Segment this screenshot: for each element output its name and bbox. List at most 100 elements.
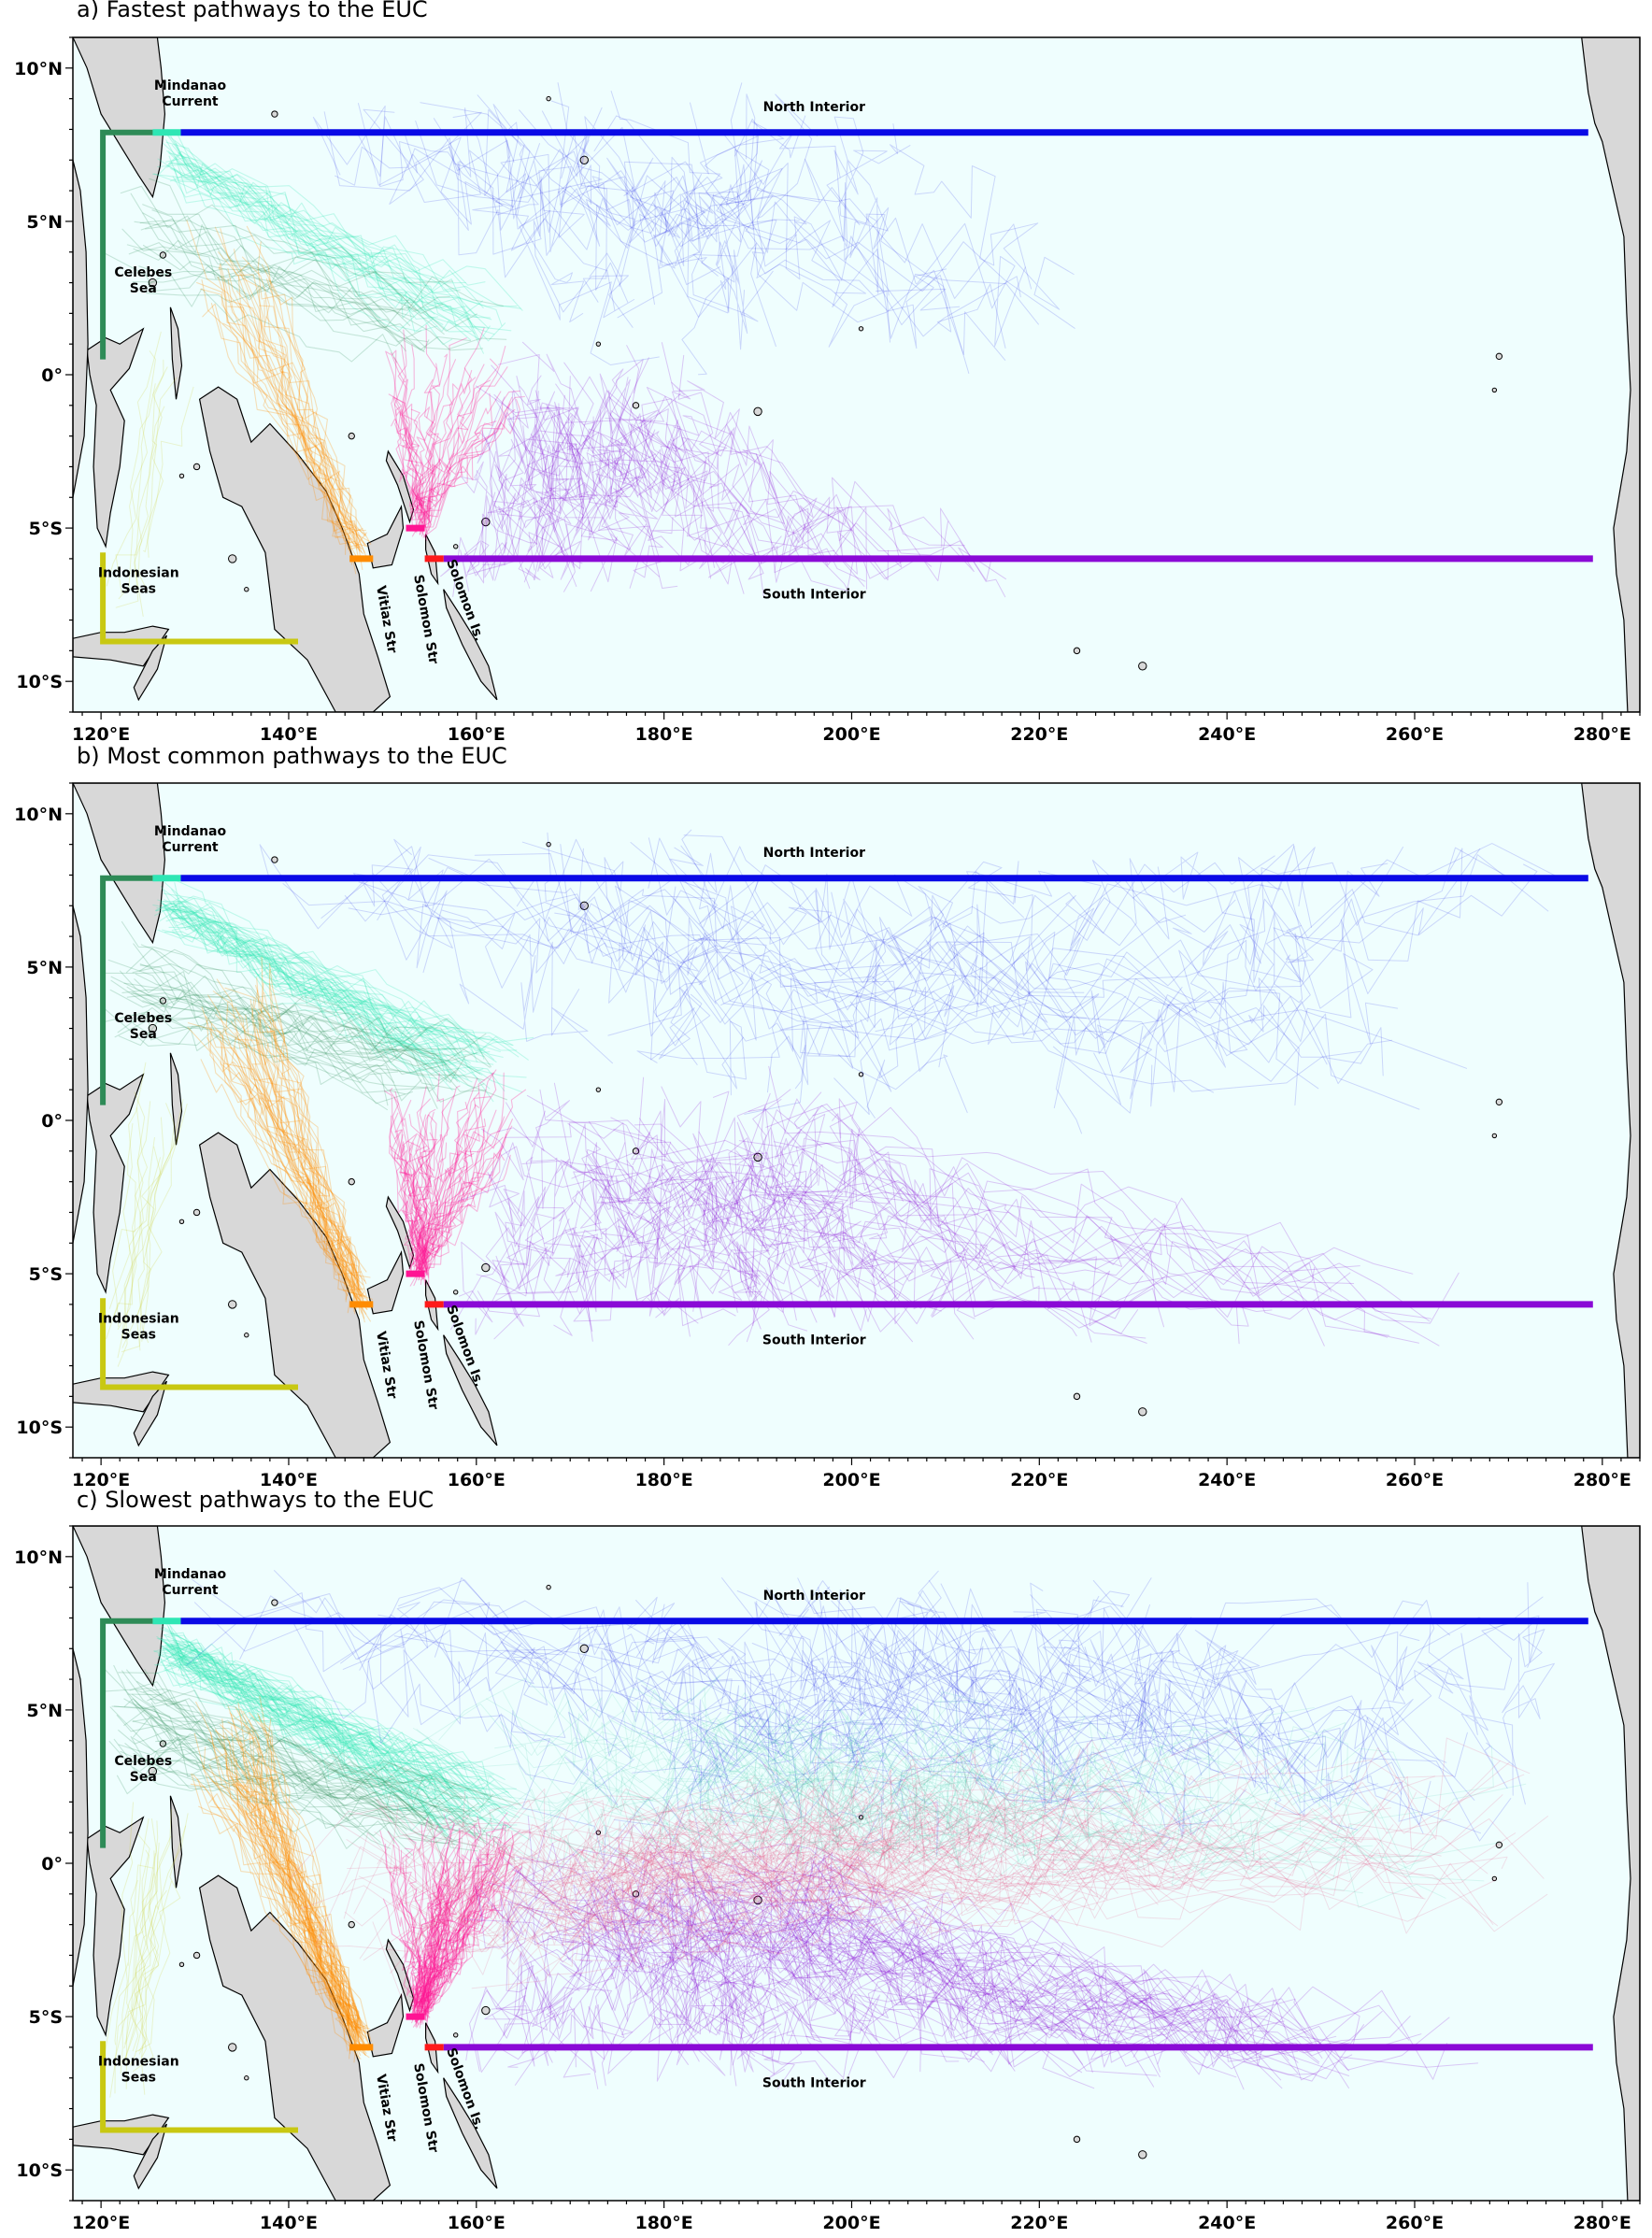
- trajectory-line: [286, 1747, 979, 1883]
- trajectory-line: [478, 1766, 1227, 1865]
- trajectory-line: [191, 1578, 1094, 1803]
- trajectory-line: [416, 1710, 1363, 1843]
- trajectory-line: [118, 331, 162, 600]
- trajectory-line: [400, 403, 425, 520]
- trajectory-line: [174, 178, 472, 333]
- trajectory-line: [186, 1593, 1220, 1774]
- trajectory-line: [227, 278, 363, 550]
- trajectory-line: [511, 398, 681, 561]
- trajectory-line: [389, 1115, 421, 1262]
- trajectory-line: [240, 1708, 364, 2046]
- trajectory-line: [554, 908, 747, 1096]
- trajectory-line: [106, 1136, 178, 1339]
- trajectory-line: [105, 971, 427, 1060]
- trajectory-line: [709, 1899, 910, 2078]
- trajectory-line: [245, 1014, 356, 1309]
- trajectory-line: [676, 1782, 1446, 1908]
- trajectory-line: [648, 1887, 1245, 2040]
- trajectory-line: [163, 143, 453, 346]
- trajectory-line: [550, 100, 961, 311]
- indonesian-line: [100, 552, 298, 645]
- trajectory-line: [384, 1844, 427, 2022]
- trajectory-line: [416, 1165, 466, 1271]
- trajectory-line: [582, 1854, 705, 2039]
- trajectory-line: [477, 396, 764, 599]
- trajectory-line: [103, 252, 415, 318]
- trajectory-line: [209, 1023, 347, 1303]
- trajectory-line: [405, 1765, 971, 1887]
- trajectory-line: [170, 1644, 464, 1793]
- trajectory-line: [346, 1824, 1394, 1922]
- x-tick-label: 220°E: [1010, 724, 1068, 745]
- trajectory-line: [177, 1643, 518, 1810]
- trajectory-line: [434, 1803, 971, 1951]
- trajectory-line: [733, 1901, 885, 2050]
- trajectory-line: [422, 1875, 449, 2010]
- trajectory-line: [420, 1827, 461, 2010]
- trajectory-line: [238, 302, 366, 532]
- trajectory-line: [171, 917, 459, 1048]
- trajectory-line: [268, 969, 364, 1307]
- trajectory-line: [174, 1654, 495, 1818]
- trajectory-line: [544, 838, 854, 1069]
- trajectory-line: [164, 1645, 508, 1799]
- trajectory-line: [235, 1006, 364, 1303]
- south-interior-bundle: [463, 1813, 1479, 2090]
- trajectory-line: [1194, 1630, 1369, 1806]
- trajectory-line: [634, 1123, 1022, 1310]
- trajectory-line: [174, 140, 477, 318]
- trajectory-line: [519, 1775, 982, 1882]
- trajectory-line: [246, 225, 358, 550]
- trajectory-line: [153, 1650, 511, 1817]
- trajectory-line: [622, 1799, 1201, 1913]
- trajectory-line: [475, 385, 965, 547]
- trajectory-line: [1093, 843, 1312, 1105]
- celebes-bundle: [100, 1664, 521, 1862]
- trajectory-line: [132, 1716, 492, 1842]
- trajectory-line: [239, 1778, 350, 2020]
- trajectory-line: [139, 1746, 480, 1847]
- y-tick-label: 0°: [41, 1111, 63, 1132]
- trajectory-line: [485, 1758, 1527, 1870]
- trajectory-line: [762, 1866, 1350, 2072]
- trajectory-line: [186, 220, 365, 553]
- trajectory-line: [154, 895, 495, 1061]
- trajectory-line: [133, 1825, 187, 2073]
- trajectory-line: [716, 1882, 782, 2060]
- trajectory-line: [676, 1863, 761, 2066]
- trajectory-line: [363, 864, 580, 1036]
- trajectory-line: [268, 278, 366, 548]
- trajectory-line: [235, 1775, 359, 2024]
- trajectory-line: [607, 1903, 830, 2074]
- island: [858, 1815, 864, 1820]
- trajectory-line: [631, 1076, 672, 1316]
- y-tick-label: 5°N: [26, 958, 63, 978]
- trajectories: [103, 82, 1075, 617]
- trajectory-line: [164, 899, 529, 1061]
- trajectory-line: [249, 1789, 363, 2041]
- trajectory-line: [782, 1190, 1351, 1320]
- trajectory-line: [416, 1133, 432, 1263]
- trajectory-line: [134, 350, 156, 617]
- trajectory-line: [249, 1761, 360, 2039]
- trajectory-line: [178, 1644, 448, 1792]
- trajectory-line: [227, 267, 360, 563]
- island: [453, 544, 459, 549]
- trajectory-line: [609, 377, 685, 535]
- trajectory-line: [521, 341, 790, 583]
- trajectory-line: [934, 1583, 1059, 1804]
- trajectory-line: [423, 1823, 1192, 1967]
- celebes-sea-label: Celebes Sea: [114, 265, 172, 296]
- trajectory-line: [264, 292, 362, 550]
- island: [632, 402, 640, 409]
- trajectory-line: [110, 976, 456, 1090]
- trajectory-line: [422, 1878, 520, 2017]
- trajectory-line: [193, 1732, 365, 2049]
- trajectory-line: [593, 1935, 1317, 2075]
- trajectory-line: [215, 1014, 355, 1312]
- new-ireland-land: [385, 449, 415, 524]
- trajectory-line: [716, 1766, 1146, 1866]
- island: [1495, 1841, 1503, 1849]
- trajectory-line: [715, 118, 762, 350]
- trajectory-line: [749, 1173, 1325, 1347]
